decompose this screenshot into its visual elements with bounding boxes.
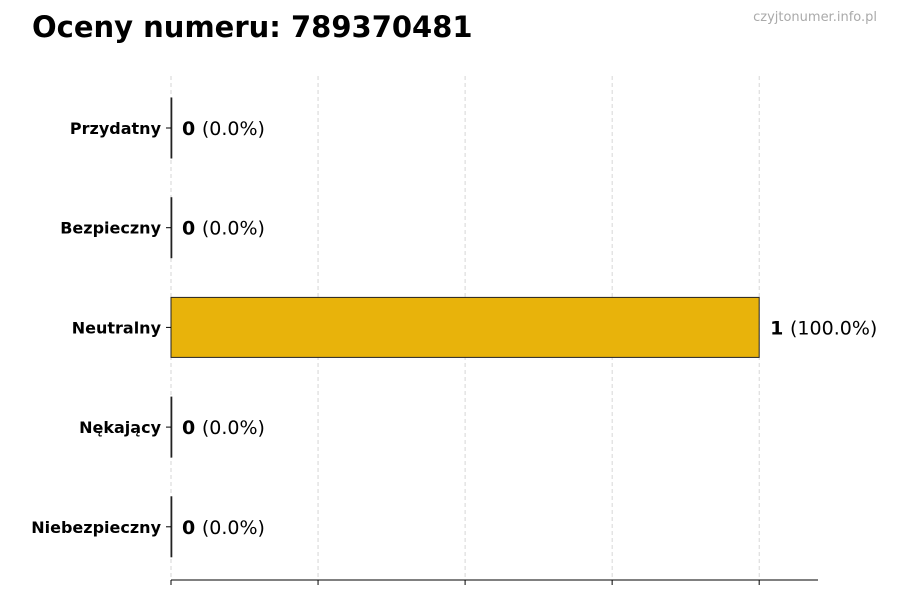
data-label-count: 0 [182,417,202,439]
bar [170,97,173,159]
bar [170,296,760,358]
data-label-percent: (100.0%) [790,317,877,339]
bar [170,396,173,458]
data-label-count: 1 [770,317,790,339]
data-label: 0 (0.0%) [182,218,265,240]
data-label: 0 (0.0%) [182,118,265,140]
category-label: Nękający [79,418,161,437]
category-label: Niebezpieczny [31,518,161,537]
bar [170,197,173,259]
data-label-count: 0 [182,218,202,240]
bar [170,496,173,558]
data-label: 0 (0.0%) [182,517,265,539]
category-label: Neutralny [72,318,162,337]
data-label-percent: (0.0%) [202,218,265,240]
category-label: Przydatny [70,119,162,138]
category-label: Bezpieczny [60,219,161,238]
data-label-count: 0 [182,118,202,140]
data-label-count: 0 [182,517,202,539]
data-label-percent: (0.0%) [202,517,265,539]
data-label-percent: (0.0%) [202,118,265,140]
data-label-percent: (0.0%) [202,417,265,439]
chart-title: Oceny numeru: 789370481 [32,10,473,44]
watermark: czyjtonumer.info.pl [753,10,877,25]
data-label: 1 (100.0%) [770,317,877,339]
data-label: 0 (0.0%) [182,417,265,439]
